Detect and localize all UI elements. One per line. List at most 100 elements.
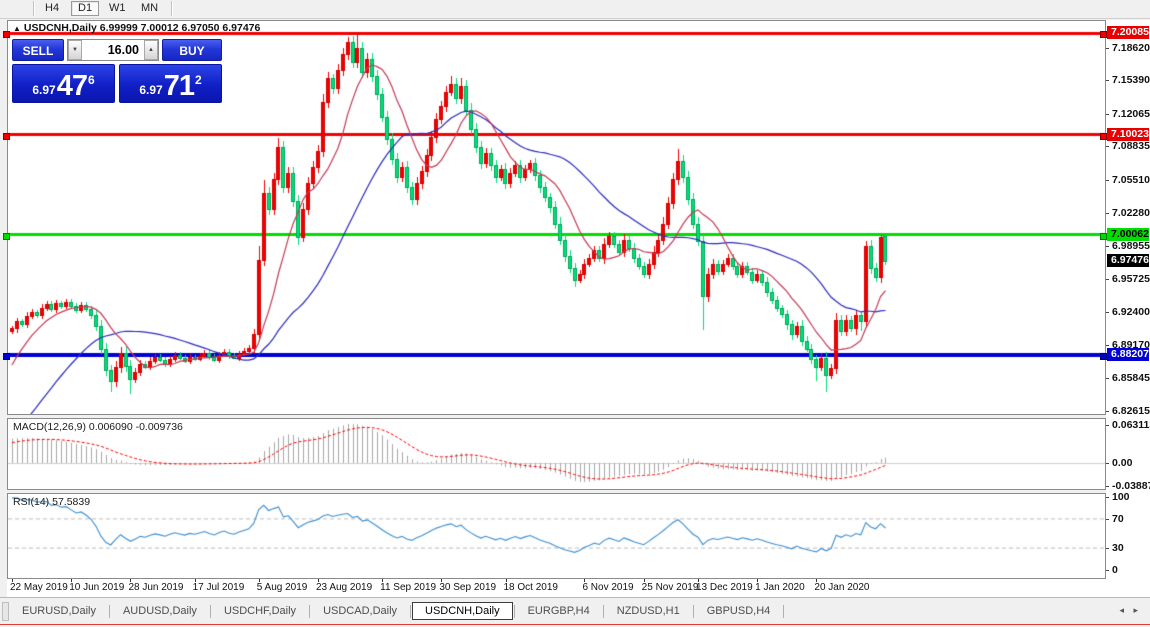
date-axis-tick bbox=[12, 579, 13, 582]
tab-scroll-left-icon[interactable]: ◂ bbox=[1119, 605, 1124, 615]
hline-drag-handle[interactable] bbox=[1100, 133, 1107, 140]
date-axis-label: 28 Jun 2019 bbox=[128, 582, 184, 593]
chart-tab-audusd-daily[interactable]: AUDUSD,Daily bbox=[122, 605, 197, 617]
timeframe-toolbar: H4 D1 W1 MN bbox=[0, 0, 1150, 19]
hline-drag-handle[interactable] bbox=[1100, 353, 1107, 360]
hline-drag-handle[interactable] bbox=[1100, 233, 1107, 240]
price-chart-panel: ▲ USDCNH,Daily 6.99999 7.00012 6.97050 6.… bbox=[7, 20, 1106, 415]
hline-drag-handle[interactable] bbox=[3, 133, 10, 140]
buy-price-main: 71 bbox=[163, 70, 195, 102]
tab-separator bbox=[602, 604, 604, 618]
tab-separator bbox=[692, 604, 694, 618]
hline-drag-handle[interactable] bbox=[1100, 31, 1107, 38]
rsi-canvas[interactable] bbox=[8, 494, 1105, 578]
tab-separator bbox=[309, 604, 311, 618]
price-line-badge-red: 7.20085 bbox=[1107, 26, 1149, 39]
chart-tab-eurusd-daily[interactable]: EURUSD,Daily bbox=[22, 605, 96, 617]
tab-scroll-right-icon[interactable]: ▸ bbox=[1133, 605, 1138, 615]
hline-drag-handle[interactable] bbox=[3, 353, 10, 360]
buy-button[interactable]: BUY bbox=[162, 39, 222, 61]
date-axis-label: 11 Sep 2019 bbox=[380, 582, 437, 593]
price-line-badge-blue: 6.88207 bbox=[1107, 347, 1149, 361]
date-axis-label: 20 Jan 2020 bbox=[814, 582, 870, 593]
buy-price-display[interactable]: 6.97 71 2 bbox=[119, 64, 222, 103]
timeframe-button-h4[interactable]: H4 bbox=[45, 2, 60, 14]
hline-drag-handle[interactable] bbox=[3, 233, 10, 240]
chart-tab-usdcnh-daily[interactable]: USDCNH,Daily bbox=[412, 602, 513, 620]
price-line-badge-red: 7.10023 bbox=[1107, 127, 1149, 141]
buy-price-prefix: 6.97 bbox=[139, 83, 163, 97]
price-axis-tick bbox=[1106, 410, 1109, 412]
price-axis-tick bbox=[1106, 344, 1109, 346]
date-axis-tick bbox=[505, 579, 507, 582]
chart-tab-gbpusd-h4[interactable]: GBPUSD,H4 bbox=[706, 605, 771, 617]
date-axis-tick bbox=[584, 579, 586, 582]
tabbar-handle[interactable] bbox=[2, 602, 9, 621]
date-axis-tick bbox=[194, 579, 196, 582]
volume-decrease-icon[interactable]: ▼ bbox=[68, 40, 82, 60]
chart-tab-nzdusd-h1[interactable]: NZDUSD,H1 bbox=[616, 605, 680, 617]
buy-price-pip: 2 bbox=[194, 73, 202, 87]
macd-axis-tick bbox=[1106, 486, 1109, 488]
price-axis-label: 6.85845 bbox=[1112, 372, 1150, 385]
date-axis-label: 18 Oct 2019 bbox=[503, 582, 558, 593]
price-line-badge-black: 6.97476 bbox=[1107, 254, 1149, 268]
chart-title: ▲ USDCNH,Daily 6.99999 7.00012 6.97050 6.… bbox=[13, 22, 260, 34]
volume-spinner: ▼ 16.00 ▲ bbox=[67, 39, 159, 61]
date-axis-label: 10 Jun 2019 bbox=[69, 582, 125, 593]
chart-tab-usdchf-daily[interactable]: USDCHF,Daily bbox=[223, 605, 297, 617]
price-axis-tick bbox=[1106, 312, 1109, 314]
hline-drag-handle[interactable] bbox=[3, 31, 10, 38]
sell-price-prefix: 6.97 bbox=[32, 83, 56, 97]
chart-tab-eurgbp-h4[interactable]: EURGBP,H4 bbox=[527, 605, 590, 617]
toolbar-separator bbox=[171, 1, 173, 16]
timeframe-button-w1[interactable]: W1 bbox=[109, 2, 126, 14]
price-axis[interactable]: 7.18620 7.15390 7.12065 7.08835 7.05510 7.022… bbox=[1106, 20, 1150, 597]
date-axis-label: 5 Aug 2019 bbox=[256, 582, 308, 593]
chart-tab-bar: EURUSD,Daily AUDUSD,Daily USDCHF,Daily USDC… bbox=[0, 597, 1150, 627]
volume-increase-icon[interactable]: ▲ bbox=[144, 40, 158, 60]
tab-separator bbox=[209, 604, 211, 618]
price-axis-tick bbox=[1106, 180, 1109, 182]
chart-tab-usdcad-daily[interactable]: USDCAD,Daily bbox=[323, 605, 398, 617]
sell-price-display[interactable]: 6.97 47 6 bbox=[12, 64, 115, 103]
rsi-axis-tick bbox=[1106, 570, 1109, 571]
tab-separator bbox=[410, 604, 412, 618]
window-bottom-accent bbox=[0, 624, 1150, 625]
rsi-label: RSI(14) 57.5839 bbox=[13, 496, 91, 508]
price-axis-label: 7.12065 bbox=[1112, 107, 1150, 120]
price-axis-label: 7.05510 bbox=[1112, 174, 1150, 187]
date-axis-label: 13 Dec 2019 bbox=[695, 582, 753, 593]
tab-separator bbox=[108, 604, 110, 618]
price-axis-label: 7.02280 bbox=[1112, 206, 1150, 219]
macd-axis-tick bbox=[1106, 463, 1109, 464]
date-axis-tick bbox=[317, 579, 319, 582]
date-axis-tick bbox=[130, 579, 132, 582]
timeframe-button-d1[interactable]: D1 bbox=[71, 1, 100, 16]
rsi-axis-label: 30 bbox=[1112, 542, 1124, 555]
date-axis-label: 6 Nov 2019 bbox=[582, 582, 634, 593]
price-axis-tick bbox=[1106, 246, 1109, 248]
timeframe-button-mn[interactable]: MN bbox=[141, 2, 159, 14]
date-axis-tick bbox=[697, 579, 699, 582]
rsi-axis-label: 0 bbox=[1112, 564, 1118, 576]
price-axis-tick bbox=[1106, 113, 1109, 115]
price-axis-label: 6.82615 bbox=[1112, 404, 1150, 417]
date-axis-label: 1 Jan 2020 bbox=[755, 582, 805, 593]
tab-separator bbox=[513, 604, 515, 618]
price-line-badge-green: 7.00062 bbox=[1107, 227, 1149, 241]
price-axis-tick bbox=[1106, 212, 1109, 214]
rsi-indicator-panel: RSI(14) 57.5839 bbox=[7, 493, 1106, 579]
rsi-axis-tick bbox=[1106, 548, 1109, 550]
price-axis-label: 7.18620 bbox=[1112, 41, 1150, 54]
rsi-axis-label: 100 bbox=[1112, 491, 1130, 503]
date-axis-tick bbox=[441, 579, 443, 582]
sell-button[interactable]: SELL bbox=[12, 39, 64, 61]
date-axis-label: 17 Jul 2019 bbox=[192, 582, 245, 593]
macd-canvas[interactable] bbox=[8, 419, 1105, 489]
date-axis[interactable]: 22 May 2019 10 Jun 2019 28 Jun 2019 17 Jul … bbox=[7, 579, 1106, 597]
rsi-axis-label: 70 bbox=[1112, 512, 1124, 525]
macd-axis-tick bbox=[1106, 425, 1109, 427]
volume-input[interactable]: 16.00 bbox=[107, 43, 139, 57]
